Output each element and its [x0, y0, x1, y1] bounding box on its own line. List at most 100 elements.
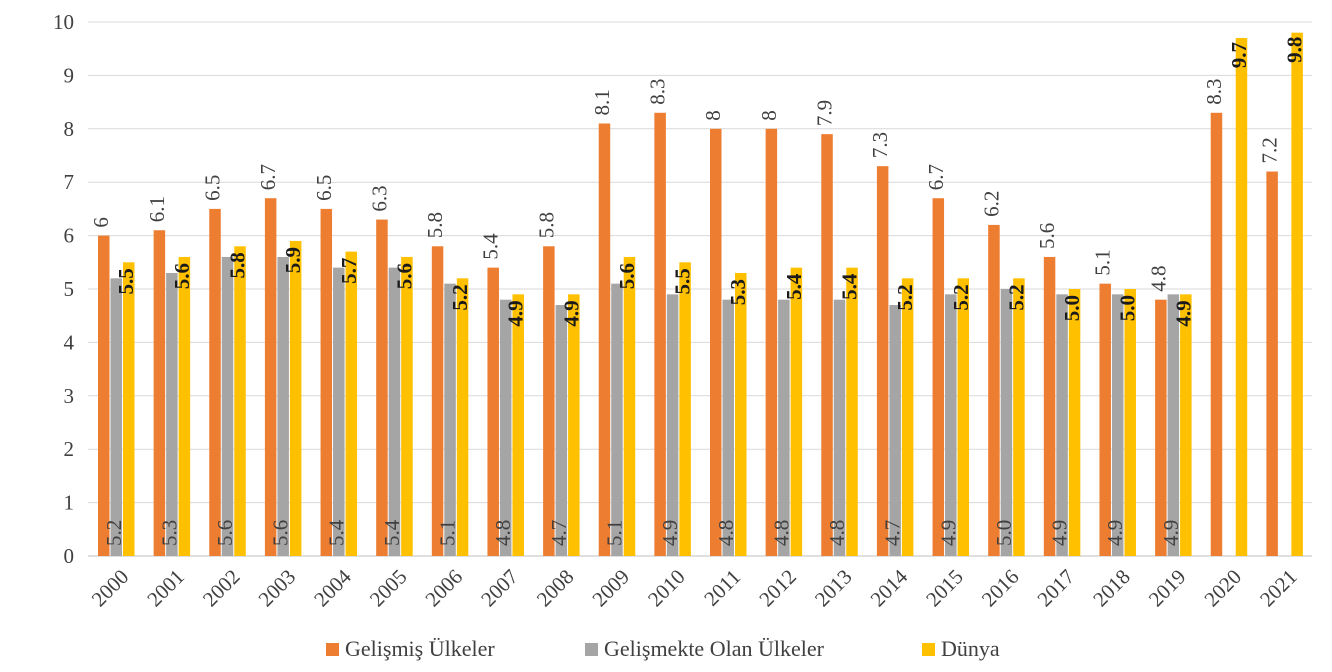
- data-label-developing: 5.0: [992, 520, 1016, 546]
- x-tick-label: 2011: [699, 565, 745, 611]
- data-label-world: 5.6: [615, 263, 639, 289]
- bar-1-2005: [388, 267, 401, 556]
- data-label-world: 5.3: [726, 279, 750, 305]
- bar-1-2019: [1167, 294, 1180, 556]
- legend-label: Gelişmekte Olan Ülkeler: [604, 636, 825, 661]
- x-tick-label: 2001: [142, 565, 189, 612]
- data-label-developed: 6.2: [979, 191, 1003, 217]
- bar-0-2003: [264, 198, 277, 556]
- data-label-developed: 5.6: [1035, 223, 1059, 249]
- y-tick-label: 1: [64, 491, 75, 515]
- data-label-developed: 8.3: [1202, 79, 1226, 105]
- y-tick-label: 9: [64, 63, 75, 87]
- data-label-developed: 6.5: [312, 175, 336, 201]
- x-tick-label: 2007: [476, 565, 523, 612]
- data-label-developing: 5.6: [213, 520, 237, 546]
- legend-label: Gelişmiş Ülkeler: [345, 636, 495, 661]
- data-label-world: 4.9: [1171, 300, 1195, 326]
- bar-1-2007: [499, 299, 512, 556]
- bar-2-2015: [957, 278, 970, 556]
- y-tick-label: 10: [53, 10, 74, 34]
- y-tick-label: 7: [64, 170, 75, 194]
- bar-2-2003: [289, 240, 302, 556]
- data-label-world: 5.2: [893, 284, 917, 310]
- bar-0-2013: [821, 134, 833, 556]
- data-label-developed: 7.3: [868, 132, 892, 158]
- data-label-developing: 4.7: [881, 520, 905, 546]
- data-label-developing: 5.2: [102, 520, 126, 546]
- data-label-world: 5.4: [782, 273, 806, 300]
- data-label-developing: 5.3: [157, 520, 181, 546]
- data-label-developed: 5.8: [534, 212, 558, 238]
- data-label-developing: 5.6: [269, 520, 293, 546]
- bar-1-2014: [889, 305, 901, 556]
- bar-0-2015: [932, 198, 945, 556]
- bar-2-2021: [1291, 32, 1303, 557]
- data-label-developed: 8: [701, 110, 725, 121]
- bar-2-2013: [846, 267, 858, 556]
- y-tick-label: 3: [64, 384, 75, 408]
- data-label-developed: 7.9: [813, 100, 837, 126]
- y-tick-label: 5: [64, 277, 75, 301]
- x-tick-label: 2009: [587, 565, 634, 612]
- bar-2-2004: [345, 251, 358, 556]
- bar-0-2009: [598, 123, 611, 557]
- x-tick-label: 2002: [198, 565, 245, 612]
- bar-0-2007: [487, 267, 499, 556]
- x-tick-label: 2003: [254, 565, 301, 612]
- bar-0-2014: [876, 166, 889, 556]
- bar-2-2009: [623, 256, 636, 556]
- data-label-developed: 5.4: [479, 233, 503, 260]
- data-label-developed: 6.7: [924, 164, 948, 190]
- x-tick-label: 2012: [754, 565, 801, 612]
- data-label-developing: 4.8: [491, 520, 515, 546]
- bar-1-2000: [110, 278, 122, 556]
- data-label-developing: 4.7: [547, 520, 571, 546]
- bar-0-2017: [1043, 256, 1056, 556]
- data-label-world: 5.4: [838, 273, 862, 300]
- data-label-developing: 5.4: [380, 519, 404, 546]
- bar-0-2002: [209, 208, 221, 556]
- data-label-developing: 4.8: [769, 520, 793, 546]
- data-label-developed: 6.1: [145, 196, 169, 222]
- data-label-world: 5.6: [170, 263, 194, 289]
- legend-swatch-2: [922, 643, 935, 656]
- bar-2-2006: [456, 278, 469, 556]
- data-label-developing: 4.8: [825, 520, 849, 546]
- bar-1-2008: [555, 305, 568, 556]
- bar-2-2011: [735, 272, 747, 556]
- x-tick-label: 2014: [866, 564, 913, 611]
- bar-2-2014: [901, 278, 914, 556]
- bar-0-2019: [1155, 299, 1167, 556]
- x-tick-label: 2005: [365, 565, 412, 612]
- data-label-developed: 6.7: [256, 164, 280, 190]
- legend-swatch-0: [326, 643, 339, 656]
- x-tick-label: 2013: [810, 565, 857, 612]
- data-label-developing: 5.4: [324, 519, 348, 546]
- bar-2-2019: [1180, 294, 1192, 556]
- data-label-developing: 4.9: [658, 520, 682, 546]
- x-tick-label: 2017: [1033, 565, 1080, 612]
- data-label-developing: 4.9: [1159, 520, 1183, 546]
- legend-swatch-1: [585, 643, 598, 656]
- bar-0-2000: [98, 235, 110, 556]
- data-label-world: 5.5: [114, 268, 138, 294]
- bar-2-2016: [1013, 278, 1025, 556]
- y-tick-label: 6: [64, 224, 75, 248]
- data-label-world: 5.2: [1004, 284, 1028, 310]
- x-tick-label: 2010: [643, 565, 690, 612]
- y-tick-label: 2: [64, 437, 75, 461]
- data-label-world: 5.9: [281, 247, 305, 273]
- data-label-world: 5.0: [1116, 295, 1140, 321]
- bar-1-2001: [166, 272, 178, 556]
- bar-2-2002: [234, 246, 246, 556]
- bar-0-2010: [654, 112, 666, 556]
- bar-0-2021: [1266, 171, 1278, 556]
- bar-2-2012: [790, 267, 803, 556]
- bar-0-2006: [431, 246, 444, 556]
- data-label-developing: 5.1: [436, 520, 460, 546]
- bar-2-2017: [1068, 289, 1081, 556]
- data-label-world: 5.5: [671, 268, 695, 294]
- data-label-world: 4.9: [504, 300, 528, 326]
- data-label-developed: 4.8: [1146, 265, 1170, 291]
